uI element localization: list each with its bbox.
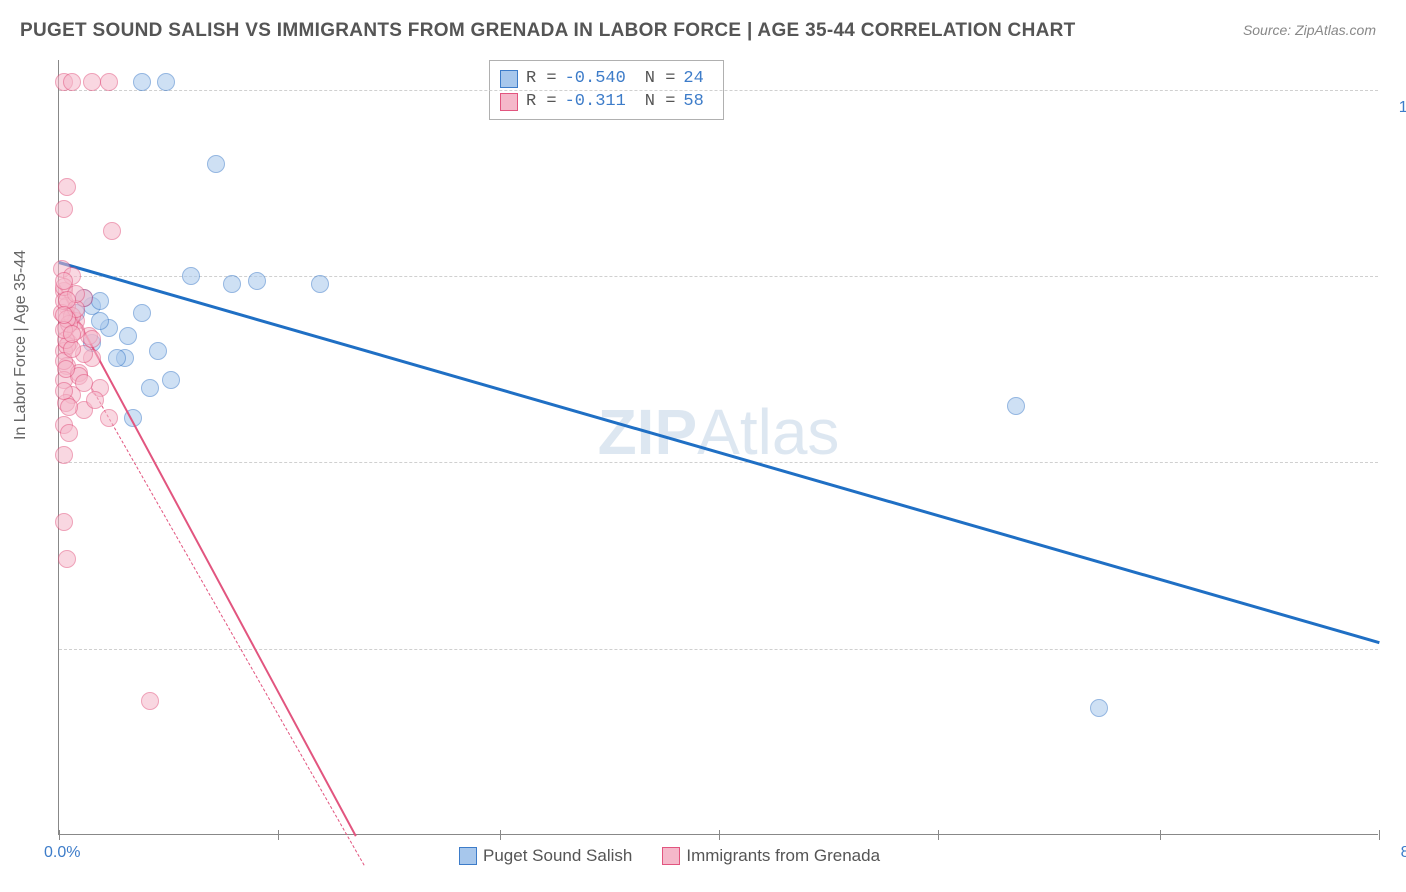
x-tick xyxy=(1160,830,1161,840)
data-point xyxy=(60,424,78,442)
chart-plot-area: ZIPAtlas 0.0% 80.0% R = -0.540 N = 24R =… xyxy=(58,60,1378,835)
legend-swatch-icon xyxy=(500,93,518,111)
x-tick xyxy=(719,830,720,840)
legend-swatch-icon xyxy=(500,70,518,88)
data-point xyxy=(58,178,76,196)
series-legend: Puget Sound Salish Immigrants from Grenad… xyxy=(459,846,880,866)
x-tick xyxy=(59,830,60,840)
data-point xyxy=(311,275,329,293)
trend-line-extension xyxy=(92,388,365,865)
legend-swatch-icon xyxy=(662,847,680,865)
data-point xyxy=(55,446,73,464)
data-point xyxy=(63,73,81,91)
y-tick-label: 62.5% xyxy=(1383,658,1406,676)
data-point xyxy=(207,155,225,173)
x-tick xyxy=(1379,830,1380,840)
x-tick xyxy=(500,830,501,840)
data-point xyxy=(141,692,159,710)
data-point xyxy=(157,73,175,91)
data-point xyxy=(100,73,118,91)
data-point xyxy=(55,382,73,400)
legend-item: Immigrants from Grenada xyxy=(662,846,880,866)
data-point xyxy=(108,349,126,367)
legend-item: Puget Sound Salish xyxy=(459,846,632,866)
trend-line xyxy=(58,284,357,836)
data-point xyxy=(182,267,200,285)
gridline-horizontal xyxy=(59,90,1378,91)
data-point xyxy=(83,73,101,91)
chart-title: PUGET SOUND SALISH VS IMMIGRANTS FROM GR… xyxy=(20,20,1076,42)
trend-line xyxy=(59,261,1380,644)
gridline-horizontal xyxy=(59,462,1378,463)
data-point xyxy=(63,325,81,343)
y-tick-label: 75.0% xyxy=(1383,471,1406,489)
data-point xyxy=(133,73,151,91)
data-point xyxy=(1090,699,1108,717)
watermark: ZIPAtlas xyxy=(598,395,840,469)
legend-row: R = -0.311 N = 58 xyxy=(500,90,713,113)
x-tick xyxy=(278,830,279,840)
data-point xyxy=(75,374,93,392)
data-point xyxy=(91,312,109,330)
y-tick-label: 100.0% xyxy=(1383,99,1406,117)
y-axis-label: In Labor Force | Age 35-44 xyxy=(12,250,30,440)
data-point xyxy=(60,398,78,416)
data-point xyxy=(91,292,109,310)
data-point xyxy=(55,306,73,324)
data-point xyxy=(55,513,73,531)
data-point xyxy=(1007,397,1025,415)
y-tick-label: 87.5% xyxy=(1383,285,1406,303)
data-point xyxy=(100,409,118,427)
x-axis-max-label: 80.0% xyxy=(1401,844,1406,862)
data-point xyxy=(162,371,180,389)
data-point xyxy=(248,272,266,290)
data-point xyxy=(149,342,167,360)
data-point xyxy=(119,327,137,345)
data-point xyxy=(83,330,101,348)
data-point xyxy=(141,379,159,397)
legend-row: R = -0.540 N = 24 xyxy=(500,67,713,90)
data-point xyxy=(86,391,104,409)
data-point xyxy=(223,275,241,293)
data-point xyxy=(133,304,151,322)
data-point xyxy=(58,550,76,568)
x-tick xyxy=(938,830,939,840)
data-point xyxy=(55,200,73,218)
chart-source: Source: ZipAtlas.com xyxy=(1243,22,1376,38)
legend-swatch-icon xyxy=(459,847,477,865)
data-point xyxy=(57,360,75,378)
x-axis-min-label: 0.0% xyxy=(44,844,80,862)
data-point xyxy=(103,222,121,240)
